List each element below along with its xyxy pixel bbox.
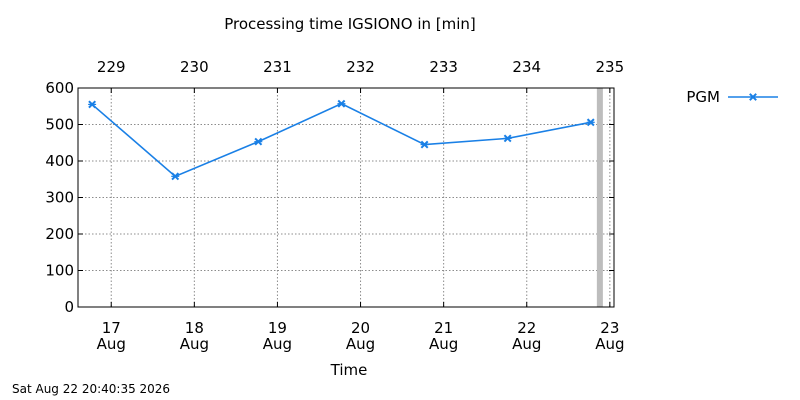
- data-point: [254, 137, 263, 146]
- x-tick-label-day: 23: [600, 319, 619, 337]
- plot-frame-group: [77, 87, 615, 308]
- y-tick-label: 0: [64, 298, 74, 316]
- y-tick-label: 600: [45, 79, 74, 97]
- x2-tick-label: 231: [263, 58, 292, 76]
- legend-label-pgm: PGM: [686, 88, 720, 106]
- y-tick-label: 200: [45, 225, 74, 243]
- x-tick-label-month: Aug: [346, 335, 375, 353]
- x2-tick-label: 229: [97, 58, 126, 76]
- x-tick-label-month: Aug: [97, 335, 126, 353]
- x-tick-label-month: Aug: [512, 335, 541, 353]
- plot-frame: [77, 87, 615, 308]
- x-tick-label-month: Aug: [263, 335, 292, 353]
- data-point: [420, 140, 429, 149]
- legend: PGM: [686, 88, 778, 106]
- x-tick-label-day: 17: [102, 319, 121, 337]
- y-tick-label: 400: [45, 152, 74, 170]
- x-tick-label-day: 21: [434, 319, 453, 337]
- current-time-marker: [596, 88, 603, 307]
- x2-tick-label: 232: [346, 58, 375, 76]
- x-tick-label-day: 19: [268, 319, 287, 337]
- grid: [78, 88, 614, 307]
- data-point: [337, 99, 346, 108]
- x2-tick-label: 233: [429, 58, 458, 76]
- data-point: [503, 134, 512, 143]
- x-tick-label-day: 18: [185, 319, 204, 337]
- data-point: [88, 100, 97, 109]
- x2-tick-label: 234: [512, 58, 541, 76]
- current-time-marker-group: [596, 88, 603, 307]
- x-tick-label-month: Aug: [180, 335, 209, 353]
- x2-tick-label: 230: [180, 58, 209, 76]
- series-line-pgm: [91, 102, 591, 178]
- y-tick-label: 100: [45, 262, 74, 280]
- x-tick-label-day: 22: [517, 319, 536, 337]
- y-tick-label: 300: [45, 189, 74, 207]
- x-tick-label-day: 20: [351, 319, 370, 337]
- series-layer: [88, 99, 595, 181]
- y-tick-label: 500: [45, 116, 74, 134]
- data-point: [171, 172, 180, 181]
- axis-ticks: 010020030040050060017Aug18Aug19Aug20Aug2…: [45, 58, 624, 353]
- generated-timestamp: Sat Aug 22 20:40:35 2026: [12, 382, 171, 396]
- x2-tick-label: 235: [596, 58, 625, 76]
- x-tick-label-month: Aug: [595, 335, 624, 353]
- data-point: [586, 118, 595, 127]
- legend-marker-stroke: [749, 93, 757, 101]
- x-tick-label-month: Aug: [429, 335, 458, 353]
- chart-title: Processing time IGSIONO in [min]: [224, 15, 476, 33]
- x-axis-title: Time: [330, 361, 368, 379]
